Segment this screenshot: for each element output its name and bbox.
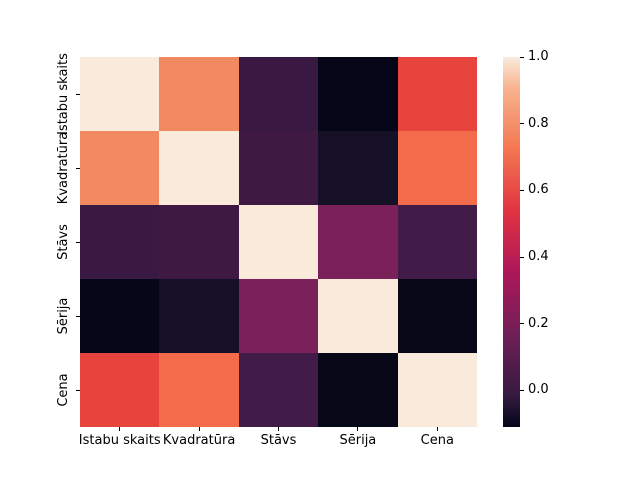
y-tick-mark [76, 389, 80, 391]
colorbar-tick-mark [520, 189, 524, 191]
x-tick-mark [357, 427, 359, 431]
colorbar-tick-label: 0.0 [528, 382, 549, 398]
heatmap-cell [159, 57, 239, 131]
colorbar-tick-label: 0.4 [528, 249, 549, 264]
colorbar-tick-label: 1.0 [528, 49, 549, 64]
x-tick-mark [278, 427, 279, 431]
heatmap-grid [80, 57, 477, 427]
colorbar [503, 57, 520, 427]
heatmap-cell [397, 279, 477, 353]
heatmap-cell [318, 131, 398, 205]
heatmap-cell [80, 131, 160, 205]
heatmap-cell [318, 353, 398, 427]
x-tick-label: Istabu skaits [78, 433, 161, 448]
heatmap-cell [238, 353, 319, 427]
colorbar-tick-mark [520, 323, 524, 325]
heatmap-cell [318, 279, 398, 353]
heatmap-cell [80, 57, 160, 131]
heatmap-cell [397, 353, 477, 427]
heatmap-cell [397, 57, 477, 131]
heatmap-cell [397, 205, 477, 279]
x-tick-mark [198, 427, 200, 431]
heatmap-cell [318, 57, 398, 131]
x-tick-label: Cena [420, 433, 454, 448]
x-tick-label: Sērija [339, 433, 377, 448]
colorbar-tick-label: 0.6 [528, 182, 549, 198]
heatmap-cell [238, 57, 319, 131]
x-tick-label: Stāvs [260, 433, 297, 448]
colorbar-tick-label: 0.2 [528, 315, 549, 331]
colorbar-tick-mark [520, 123, 524, 125]
y-tick-mark [76, 315, 80, 317]
y-tick-label: Kvadratūra [56, 131, 71, 205]
heatmap-cell [238, 205, 319, 279]
heatmap-cell [159, 279, 239, 353]
y-tick-label: Sērija [56, 297, 71, 335]
x-tick-label: Kvadratūra [162, 433, 236, 448]
y-tick-label: Istabu skaits [56, 53, 71, 135]
x-tick-mark [436, 427, 438, 431]
colorbar-tick-mark [520, 256, 524, 258]
colorbar-tick-mark [520, 389, 524, 391]
heatmap-cell [238, 279, 319, 353]
x-tick-mark [119, 427, 121, 431]
heatmap-cell [318, 205, 398, 279]
heatmap-cell [397, 131, 477, 205]
heatmap-cell [238, 131, 319, 205]
heatmap-cell [80, 205, 160, 279]
y-tick-mark [76, 241, 80, 243]
colorbar-tick-label: 0.8 [528, 115, 549, 131]
y-tick-label: Stāvs [56, 224, 71, 260]
heatmap-cell [159, 205, 239, 279]
heatmap-cell [80, 279, 160, 353]
heatmap-cell [80, 353, 160, 427]
colorbar-tick-mark [520, 56, 524, 58]
y-tick-label: Cena [56, 373, 71, 407]
y-tick-mark [76, 93, 80, 95]
heatmap-cell [159, 131, 239, 205]
heatmap-cell [159, 353, 239, 427]
y-tick-mark [76, 167, 80, 169]
